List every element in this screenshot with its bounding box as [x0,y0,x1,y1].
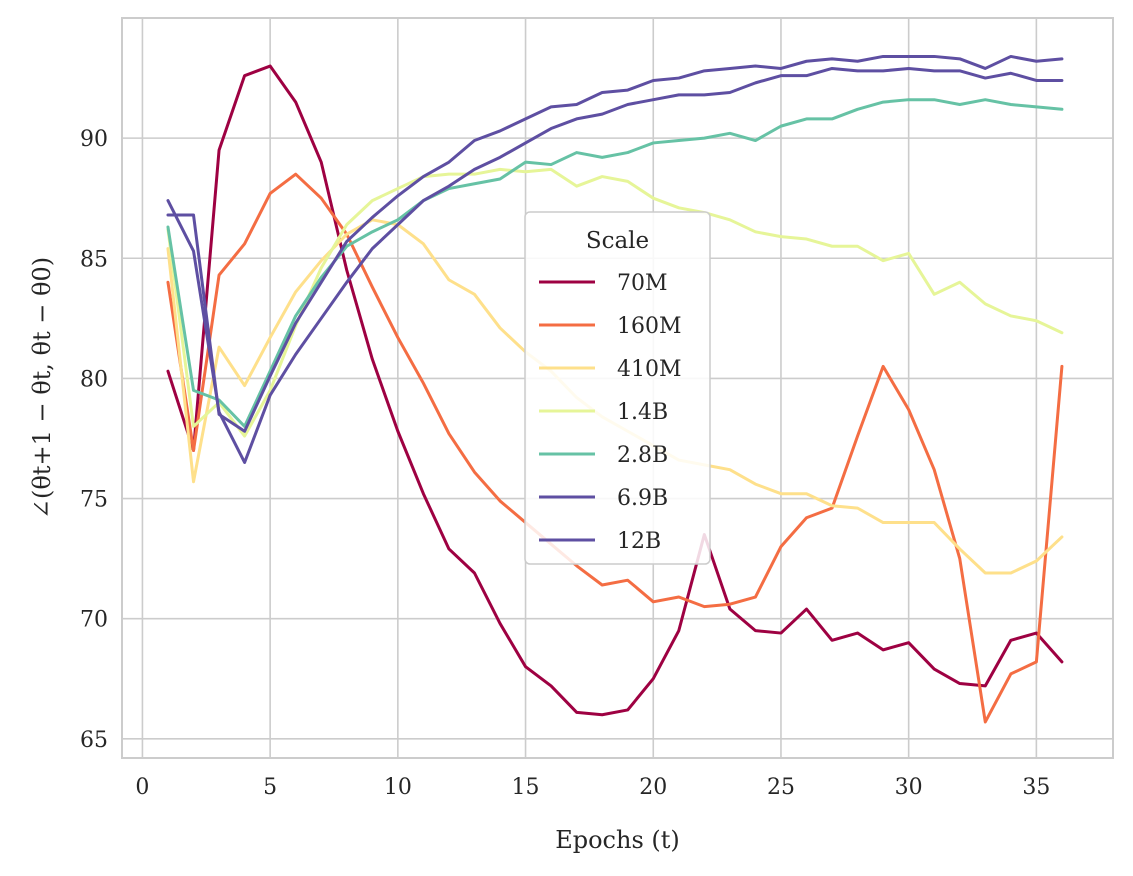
series-line-2-8b [166,98,1064,428]
tick-labels: 0 5 10 15 20 25 30 35 65 70 75 80 85 90 [80,127,1050,800]
plot-frame [121,17,1114,759]
plot-border [121,17,1114,759]
series-line-1-4b [166,167,1064,438]
legend-label: 12B [617,529,661,554]
legend-label: 2.8B [617,443,668,468]
legend-label: 410M [617,357,682,382]
series-line-70m [166,64,1064,717]
legend-label: 1.4B [617,400,668,425]
x-tick-label: 0 [135,775,149,800]
y-tick-label: 75 [80,488,108,513]
x-axis-label: Epochs (t) [555,826,680,854]
legend-label: 6.9B [617,486,668,511]
x-tick-label: 25 [767,775,795,800]
series-line-12b [166,54,1064,433]
x-tick-label: 35 [1022,775,1050,800]
y-tick-label: 90 [80,127,108,152]
series-line-6-9b [166,66,1064,464]
legend: Scale 70M 160M 410M 1.4B 2.8B 6.9B 12B [524,211,711,565]
legend-box [524,211,711,565]
y-axis-label: ∠(θt+1 − θt, θt − θ0) [28,257,56,519]
legend-title: Scale [586,228,649,254]
y-tick-label: 85 [80,247,108,272]
x-tick-label: 10 [384,775,412,800]
x-tick-label: 5 [263,775,277,800]
legend-label: 70M [617,271,668,296]
y-tick-label: 80 [80,367,108,392]
x-tick-label: 15 [512,775,540,800]
legend-label: 160M [617,314,682,339]
x-tick-label: 20 [639,775,667,800]
x-tick-label: 30 [895,775,923,800]
y-tick-label: 70 [80,608,108,633]
series-line-160m [166,172,1064,724]
y-tick-label: 65 [80,728,108,753]
